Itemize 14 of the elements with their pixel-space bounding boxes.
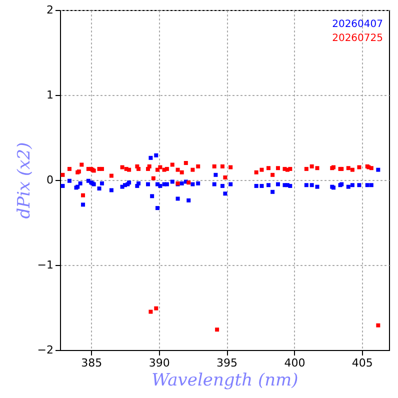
x-tick-label: 385 xyxy=(81,356,102,370)
x-tick-label: 400 xyxy=(284,356,306,370)
y-tick-label: −1 xyxy=(37,258,54,272)
y-tick-label: −2 xyxy=(37,344,54,356)
y-axis-title: dPix (x2) xyxy=(14,142,34,219)
y-tick-label: 0 xyxy=(46,174,54,186)
x-tick-label: 395 xyxy=(216,356,238,370)
x-tick-label: 405 xyxy=(352,356,373,370)
x-axis-title: Wavelength (nm) xyxy=(152,370,298,390)
text: 20260725 xyxy=(332,33,383,44)
y-tick-label: 2 xyxy=(46,4,54,16)
text: 20260407 xyxy=(332,19,383,30)
y-tick-label: 1 xyxy=(46,88,54,102)
x-tick-label: 390 xyxy=(148,356,170,370)
